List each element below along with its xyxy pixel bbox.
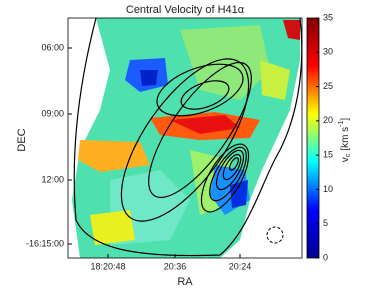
x-tick-label: 20:36 [164,261,187,271]
cbar-units: [km s [340,127,351,151]
x-tick-label: 18:20:48 [90,261,125,271]
y-tick-label: 12:00 [41,174,64,184]
y-tick-label: 06:00 [41,42,64,52]
colorbar-tick-label: 10 [323,184,333,194]
colorbar-tick-label: 25 [323,81,333,91]
x-label: RA [177,276,193,288]
x-tick-label: 20:24 [229,261,252,271]
y-label: DEC [16,128,28,151]
cbar-exponent: -1 [338,120,345,126]
y-tick-label: 09:00 [41,108,64,118]
colorbar-tick-label: 0 [323,252,328,262]
colorbar [306,17,320,259]
cbar-symbol: v [340,157,351,162]
colorbar-tick-label: 15 [323,150,333,160]
cbar-subscript: c [345,153,352,157]
colorbar-tick-label: 20 [323,115,333,125]
contours [73,17,303,257]
axes-frame [67,17,303,259]
chart-title: Central Velocity of H41α [126,4,245,16]
colorbar-tick-label: 5 [323,218,328,228]
velocity-map [72,18,300,258]
colorbar-tick-label: 35 [323,12,333,22]
colorbar-label: vc [km s-1] [338,118,352,163]
colorbar-tick-label: 30 [323,47,333,57]
y-tick-label: -16:15:00 [26,238,64,248]
cbar-close: ] [340,118,351,121]
